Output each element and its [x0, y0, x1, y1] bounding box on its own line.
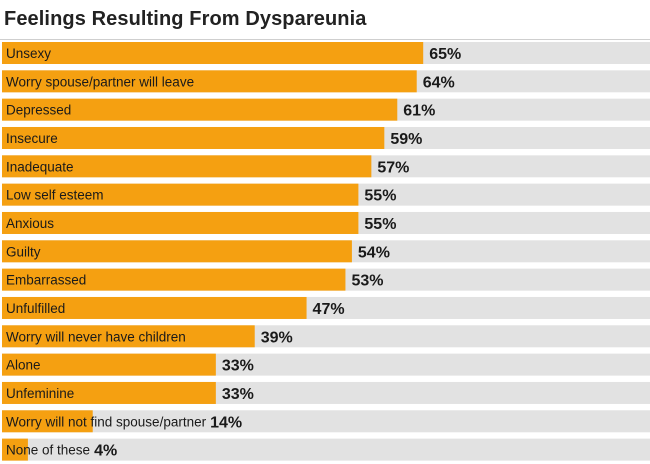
value-label: 55%	[364, 188, 396, 205]
category-label: Embarrassed	[6, 273, 86, 288]
value-label: 4%	[94, 443, 117, 460]
category-label: Worry spouse/partner will leave	[6, 74, 194, 89]
value-label: 65%	[429, 46, 461, 63]
category-label: Inadequate	[6, 159, 74, 174]
category-label: Low self esteem	[6, 188, 104, 203]
value-label: 61%	[403, 103, 435, 120]
category-label: Unfeminine	[6, 386, 74, 401]
bar-track	[2, 438, 650, 461]
value-label: 39%	[261, 329, 293, 346]
bar	[2, 183, 359, 206]
value-label: 53%	[351, 273, 383, 290]
value-label: 33%	[222, 358, 254, 375]
category-label: Worry will never have children	[6, 329, 186, 344]
category-label: Unfulfilled	[6, 301, 65, 316]
bar	[2, 126, 385, 149]
value-label: 55%	[364, 216, 396, 233]
value-label: 64%	[423, 74, 455, 91]
bar	[2, 155, 372, 178]
value-label: 33%	[222, 386, 254, 403]
bar	[2, 268, 346, 291]
bar	[2, 98, 398, 121]
bar	[2, 42, 424, 64]
category-label: Guilty	[6, 244, 41, 259]
value-label: 54%	[358, 244, 390, 261]
bar	[2, 410, 93, 433]
bar	[2, 240, 352, 263]
bar-track	[2, 410, 650, 433]
category-label: Depressed	[6, 103, 71, 118]
category-label: None of these	[6, 443, 90, 458]
category-label: Insecure	[6, 131, 58, 146]
value-label: 59%	[390, 131, 422, 148]
chart-title: Feelings Resulting From Dyspareunia	[4, 8, 367, 30]
value-label: 57%	[377, 159, 409, 176]
value-label: 14%	[210, 414, 242, 431]
bar	[2, 381, 216, 404]
bar	[2, 211, 359, 234]
bar	[2, 70, 417, 93]
category-label: Alone	[6, 358, 41, 373]
title-divider	[0, 39, 650, 40]
category-label: Anxious	[6, 216, 54, 231]
bar	[2, 438, 28, 461]
category-label: Worry will not find spouse/partner	[6, 414, 207, 429]
bar	[2, 325, 255, 348]
bar	[2, 296, 307, 319]
bar	[2, 353, 216, 376]
value-label: 47%	[313, 301, 345, 318]
category-label: Unsexy	[6, 46, 51, 61]
